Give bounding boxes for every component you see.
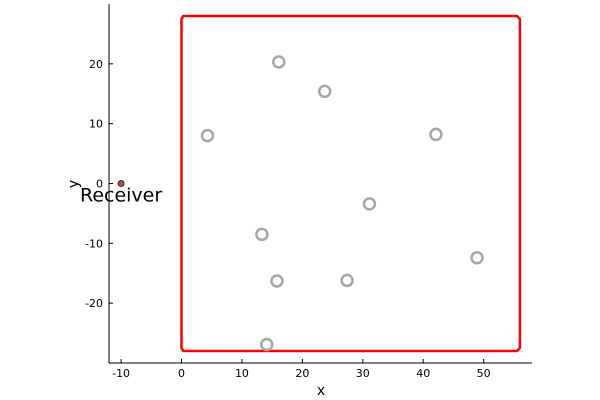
source-point — [317, 84, 332, 99]
x-tick-label: 10 — [235, 367, 249, 380]
x-tick-label: -10 — [112, 367, 130, 380]
source-point — [255, 227, 269, 242]
source-point — [272, 55, 286, 69]
annotations: Receiver — [80, 185, 162, 207]
x-tick-label: 0 — [178, 367, 185, 380]
axes — [108, 4, 532, 364]
x-tick-label: 40 — [416, 367, 430, 380]
y-tick-label: 20 — [89, 58, 103, 71]
receiver-annotation: Receiver — [80, 185, 162, 207]
y-axis-label: y — [66, 180, 82, 188]
receiver-point — [117, 180, 125, 187]
x-tick-label: 50 — [477, 367, 491, 380]
y-tick-label: 10 — [89, 118, 103, 131]
source-point — [200, 128, 215, 143]
source-point — [270, 274, 284, 288]
x-tick-label: 30 — [356, 367, 370, 380]
data-points — [117, 55, 484, 352]
source-point — [429, 127, 443, 142]
source-point — [340, 273, 354, 288]
y-tick-label: 0 — [96, 178, 103, 191]
boundary-outline — [180, 14, 522, 353]
x-tick-label: 20 — [295, 367, 309, 380]
source-point — [259, 337, 274, 352]
y-tick-label: -10 — [85, 237, 103, 250]
x-axis-label: x — [317, 383, 325, 399]
source-point — [362, 197, 377, 211]
y-tick-label: -20 — [85, 297, 103, 310]
source-point — [470, 250, 484, 265]
axis-ticks: -10 0 10 20 30 40 50 -20 -10 0 10 20 — [85, 58, 491, 380]
boundary-group — [180, 14, 522, 353]
